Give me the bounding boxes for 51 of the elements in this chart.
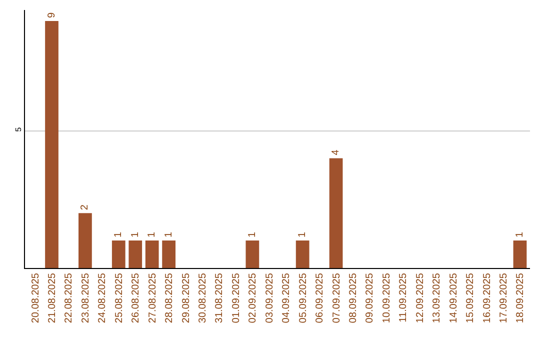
data-label: 1 (113, 232, 124, 238)
x-tick-label: 28.08.2025 (164, 272, 176, 324)
x-tick-label: 24.08.2025 (97, 272, 108, 324)
x-tick-label: 22.08.2025 (64, 272, 75, 324)
data-label: 4 (330, 149, 342, 156)
x-tick-label: 16.09.2025 (482, 272, 493, 324)
x-tick-label: 29.08.2025 (180, 272, 192, 324)
x-tick-label: 02.09.2025 (248, 272, 259, 324)
x-tick-label: 14.09.2025 (448, 272, 460, 324)
data-label: 2 (80, 204, 91, 210)
bar (145, 240, 159, 268)
x-tick-label: 09.09.2025 (364, 272, 376, 324)
bar (246, 240, 260, 268)
x-tick-label: 03.09.2025 (264, 272, 276, 324)
data-label: 9 (46, 12, 58, 18)
x-tick-label: 11.09.2025 (398, 272, 410, 322)
data-label: 1 (297, 232, 308, 238)
bar (45, 20, 58, 268)
x-tick-label: 27.08.2025 (147, 272, 158, 324)
x-tick-label: 12.09.2025 (414, 272, 426, 324)
x-tick-label: 18.09.2025 (515, 272, 526, 324)
x-tick-label: 01.09.2025 (230, 272, 242, 324)
bar (329, 158, 343, 268)
x-tick-label: 15.09.2025 (465, 272, 476, 324)
bar (128, 240, 142, 268)
x-tick-label: 31.08.2025 (214, 272, 226, 324)
x-tick-label: 08.09.2025 (348, 272, 359, 324)
data-label: 1 (514, 232, 526, 238)
x-tick-label: 20.08.2025 (30, 272, 42, 324)
bar (296, 240, 310, 268)
bar (78, 213, 92, 268)
data-label: 1 (246, 232, 258, 238)
x-tick-label: 10.09.2025 (381, 272, 392, 324)
x-tick-label: 21.08.2025 (47, 272, 58, 324)
x-tick-label: 07.09.2025 (331, 272, 342, 324)
bar (513, 240, 527, 268)
x-tick-label: 23.08.2025 (80, 272, 92, 324)
y-tick-label: 5 (14, 126, 23, 132)
x-tick-label: 13.09.2025 (432, 272, 443, 324)
x-tick-label: 05.09.2025 (298, 272, 309, 324)
x-tick-label: 04.09.2025 (281, 272, 292, 324)
x-tick-label: 06.09.2025 (314, 272, 326, 324)
x-tick-label: 30.08.2025 (198, 272, 208, 324)
data-label: 1 (130, 232, 141, 238)
data-label: 1 (163, 232, 174, 238)
x-tick-label: 17.09.2025 (498, 272, 510, 324)
data-label: 1 (146, 232, 158, 238)
bar (162, 240, 176, 268)
x-tick-label: 25.08.2025 (114, 272, 125, 324)
bar (112, 240, 126, 268)
x-tick-label: 26.08.2025 (130, 272, 142, 324)
